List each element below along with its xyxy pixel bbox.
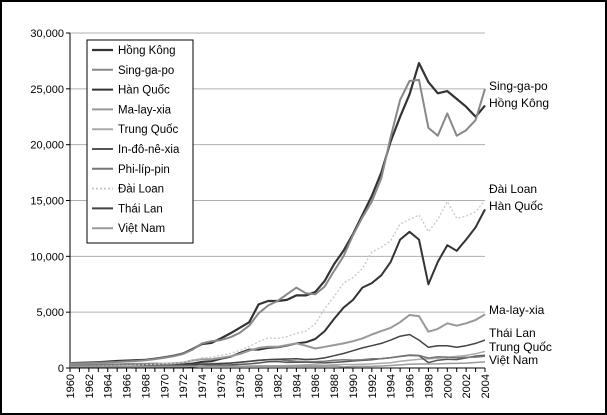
x-tick-label: 1968 [140,374,152,398]
series-line-sing-ga-po [69,78,486,365]
legend-label-sing-ga-po: Sing-ga-po [118,65,174,77]
x-tick-label: 2004 [480,374,492,398]
x-tick-label: 1970 [159,374,171,398]
end-label-hong-kong: Hồng Kông [489,96,549,110]
x-tick-label: 1962 [84,374,96,398]
end-label-trung-quoc: Trung Quốc [489,340,552,354]
end-label-ma-lay-xia: Ma-lay-xia [489,303,545,317]
x-tick-label: 1992 [367,374,379,398]
end-label-sing-ga-po: Sing-ga-po [489,79,548,93]
x-tick-label: 1984 [291,374,303,398]
end-label-dai-loan: Đài Loan [489,182,537,196]
x-tick-label: 1978 [235,374,247,398]
legend-label-han-quoc: Hàn Quốc [118,85,170,97]
legend-label-phi-lip-pin: Phi-líp-pin [118,164,170,176]
legend-label-dai-loan: Đài Loan [118,184,164,196]
x-tick-label: 1996 [405,374,417,398]
x-tick-label: 1960 [65,374,77,398]
legend-label-in-do-ne-xia: In-đô-nê-xia [118,144,180,156]
y-tick-label: 10,000 [30,251,64,263]
series-lines [69,61,486,369]
y-tick-label: 30,000 [30,28,64,40]
y-tick-label: 20,000 [30,140,64,152]
legend-label-thai-lan: Thái Lan [118,203,163,215]
y-tick-label: 0 [58,363,64,375]
y-tick-label: 15,000 [30,196,64,208]
x-tick-label: 1986 [310,374,322,398]
x-tick-label: 1982 [273,374,285,398]
x-tick-label: 1964 [103,374,115,398]
series-end-labels: Sing-ga-po Hồng Kông Đài Loan Hàn Quốc Ma-la… [489,79,552,367]
x-tick-label: 2002 [461,374,473,398]
x-tick-label: 1988 [329,374,341,398]
y-axis: 0 5,000 10,000 15,000 20,000 25,000 30,000 [30,28,71,375]
y-tick-label: 5,000 [36,307,64,319]
end-label-han-quoc: Hàn Quốc [489,199,543,213]
end-label-thai-lan: Thái Lan [489,326,536,340]
x-tick-label: 1998 [423,374,435,398]
legend-label-hong-kong: Hồng Kông [118,45,176,57]
x-tick-label: 1980 [254,374,266,398]
legend: Hồng Kông Sing-ga-po Hàn Quốc Ma-lay-xia Tru… [86,39,194,244]
series-line-dai-loan [69,200,486,367]
x-tick-label: 1976 [216,374,228,398]
series-line-viet-nam [70,361,486,368]
legend-label-ma-lay-xia: Ma-lay-xia [118,104,172,116]
x-tick-label: 1990 [348,374,360,398]
x-tick-label: 1966 [122,374,134,398]
end-label-viet-nam: Việt Nam [489,353,538,367]
legend-label-trung-quoc: Trung Quốc [118,124,179,136]
y-tick-label: 25,000 [30,84,64,96]
legend-label-viet-nam: Việt Nam [118,223,165,235]
x-tick-label: 2000 [442,374,454,398]
x-tick-label: 1974 [197,374,209,398]
x-tick-label: 1972 [178,374,190,398]
x-tick-label: 1994 [386,374,398,398]
